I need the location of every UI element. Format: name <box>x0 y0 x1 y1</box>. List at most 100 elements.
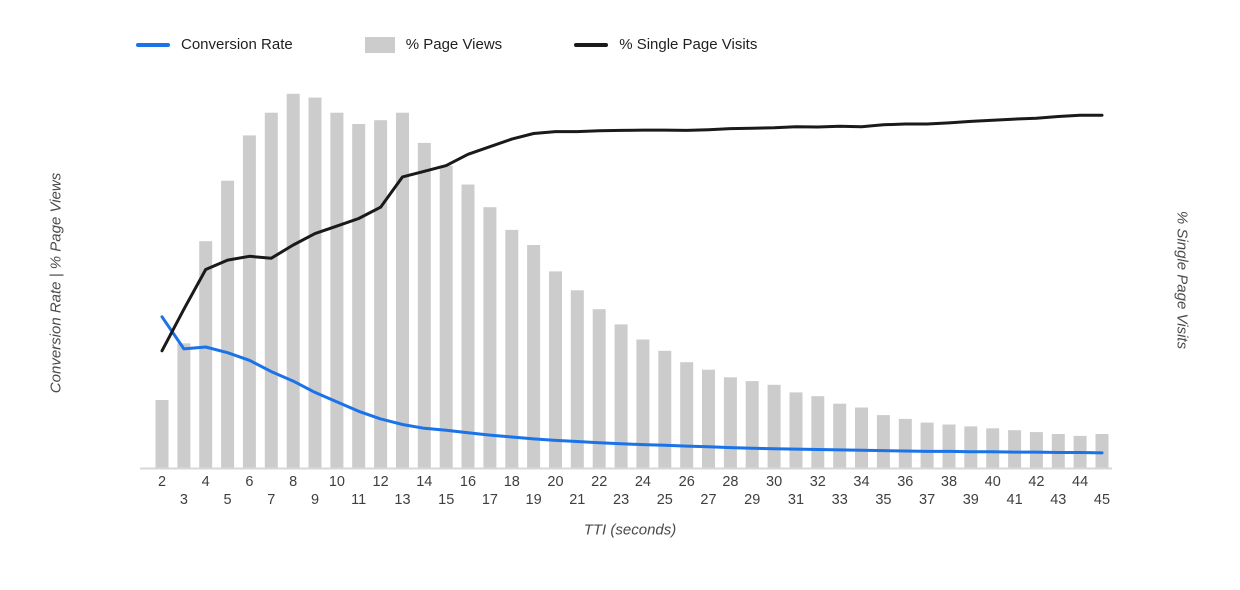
page-views-bar <box>767 384 781 468</box>
page-views-bar <box>505 229 519 468</box>
x-tick-label: 7 <box>267 492 275 508</box>
single-page-visits-line <box>160 113 1104 353</box>
page-views-bar <box>221 180 235 468</box>
page-views-bar <box>855 407 868 468</box>
page-views-bar <box>396 112 409 468</box>
x-tick-label: 38 <box>941 474 957 490</box>
legend-label-page-views: % Page Views <box>405 36 503 53</box>
page-views-bar <box>789 392 803 468</box>
legend-item-conversion-rate: Conversion Rate <box>136 36 293 53</box>
x-tick-label: 5 <box>224 492 232 508</box>
page-views-bar <box>680 362 694 468</box>
page-views-bar <box>155 400 169 468</box>
conversion-rate-line-swatch-icon <box>136 42 170 47</box>
page-views-bar <box>833 403 847 468</box>
page-views-bar <box>308 97 322 468</box>
x-tick-label: 8 <box>289 474 297 490</box>
x-tick-label: 9 <box>311 492 319 508</box>
x-tick-label: 42 <box>1028 474 1044 490</box>
x-tick-label: 2 <box>158 474 166 490</box>
page-views-bar <box>1029 432 1043 468</box>
x-tick-label: 34 <box>853 474 869 490</box>
x-tick-label: 32 <box>810 474 826 490</box>
page-views-bar <box>723 377 737 468</box>
legend-label-conversion-rate: Conversion Rate <box>181 36 293 53</box>
x-tick-label: 11 <box>351 492 366 508</box>
x-tick-label: 26 <box>679 474 695 490</box>
x-tick-label: 44 <box>1072 474 1088 490</box>
page-views-bar <box>527 245 541 468</box>
x-tick-label: 10 <box>329 474 345 490</box>
page-views-bar <box>417 142 431 468</box>
x-tick-label: 27 <box>700 492 716 508</box>
page-views-bar <box>1095 434 1109 468</box>
page-views-bar <box>549 271 562 468</box>
x-axis-title: TTI (seconds) <box>583 521 677 539</box>
x-tick-label: 39 <box>963 492 979 508</box>
page-views-bar <box>177 343 191 468</box>
page-views-bar <box>264 112 278 468</box>
x-tick-label: 35 <box>875 492 891 508</box>
x-tick-label: 6 <box>245 474 253 490</box>
chart-legend: Conversion Rate % Page Views % Single Pa… <box>136 36 757 53</box>
x-tick-label: 23 <box>613 492 629 508</box>
x-tick-label: 43 <box>1050 492 1066 508</box>
page-views-bar <box>920 422 934 468</box>
x-tick-label: 33 <box>832 492 848 508</box>
x-tick-label: 18 <box>504 474 520 490</box>
page-views-bar <box>942 424 956 468</box>
page-views-bar <box>592 309 606 468</box>
x-tick-label: 15 <box>438 492 454 508</box>
x-tick-label: 3 <box>180 492 188 508</box>
x-tick-label: 22 <box>591 474 607 490</box>
x-tick-label: 14 <box>416 474 432 490</box>
x-tick-label: 40 <box>985 474 1001 490</box>
page-views-bar <box>286 93 300 469</box>
x-tick-label: 17 <box>482 492 498 508</box>
page-views-bar <box>876 415 890 468</box>
page-views-bar <box>702 369 715 468</box>
page-views-bar <box>898 418 912 468</box>
page-views-bar <box>636 339 650 468</box>
page-views-bar <box>439 165 453 468</box>
x-tick-label: 28 <box>722 474 738 490</box>
x-tick-label: 19 <box>526 492 542 508</box>
page-views-bar <box>242 135 256 468</box>
x-tick-label: 31 <box>788 492 804 508</box>
x-tick-label: 16 <box>460 474 476 490</box>
page-views-bar <box>330 112 344 468</box>
page-views-bar-swatch-icon <box>364 36 395 53</box>
legend-label-single-page-visits: % Single Page Visits <box>619 36 758 53</box>
page-views-bar <box>745 381 759 468</box>
x-tick-label: 36 <box>897 474 913 490</box>
page-views-bar <box>614 324 628 468</box>
x-tick-label: 37 <box>919 492 935 508</box>
x-tick-label: 21 <box>569 492 585 508</box>
page-views-bar <box>352 124 366 468</box>
single-page-visits-line-swatch-icon <box>574 42 609 47</box>
legend-item-single-page-visits: % Single Page Visits <box>574 36 757 53</box>
x-tick-label: 13 <box>394 492 410 508</box>
page-views-bar <box>1008 430 1022 468</box>
legend-item-page-views: % Page Views <box>364 36 503 53</box>
page-views-bar <box>811 396 825 468</box>
x-tick-label: 25 <box>657 492 673 508</box>
page-views-bar <box>986 428 1000 468</box>
conversion-rate-line <box>160 315 1104 455</box>
x-tick-label: 20 <box>547 474 563 490</box>
page-views-bar <box>461 184 475 468</box>
page-views-bar <box>964 426 978 468</box>
x-tick-label: 45 <box>1094 492 1110 508</box>
x-tick-label: 24 <box>635 474 651 490</box>
page-views-bar <box>483 207 497 468</box>
x-tick-label: 41 <box>1007 492 1023 508</box>
page-views-bar <box>374 120 388 468</box>
x-tick-label: 12 <box>373 474 389 490</box>
page-views-bar <box>199 241 213 468</box>
page-views-bar <box>658 350 672 468</box>
x-tick-label: 29 <box>744 492 760 508</box>
x-tick-label: 30 <box>766 474 782 490</box>
x-tick-label: 4 <box>202 474 210 490</box>
